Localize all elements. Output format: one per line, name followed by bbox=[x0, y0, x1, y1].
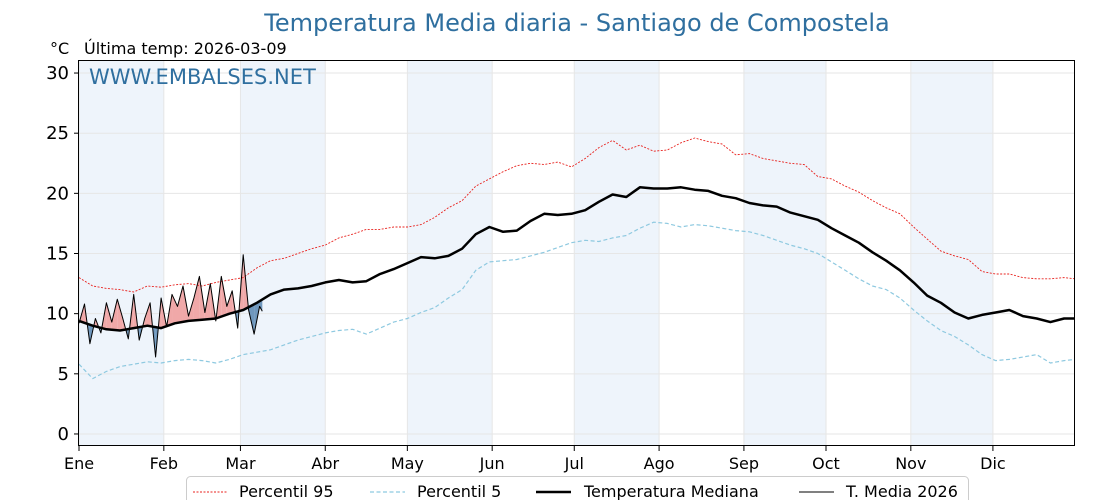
anomaly-fill-segment bbox=[259, 299, 263, 312]
x-tick-label-Nov: Nov bbox=[895, 454, 926, 473]
series-line-median bbox=[78, 186, 1075, 332]
unit-label: °C bbox=[50, 39, 69, 58]
y-axis-ticks: 0 5 10 15 20 25 30 bbox=[46, 63, 79, 445]
anomaly-fill-segment bbox=[106, 302, 112, 330]
y-tick-label: 10 bbox=[46, 304, 69, 325]
legend: Percentil 95 Percentil 5 Temperatura Med… bbox=[186, 476, 969, 500]
legend-label-median: Temperatura Mediana bbox=[583, 482, 759, 500]
x-tick-label-Dic: Dic bbox=[980, 454, 1006, 473]
grid-lines bbox=[78, 61, 1075, 446]
x-tick-label-Abr: Abr bbox=[311, 454, 339, 473]
x-tick-label-Jul: Jul bbox=[564, 454, 584, 473]
x-tick-label-Ago: Ago bbox=[644, 454, 675, 473]
anomaly-fill-segment bbox=[144, 302, 151, 327]
y-tick-label: 20 bbox=[46, 183, 69, 204]
y-tick-label: 30 bbox=[46, 63, 69, 84]
y-tick-label: 15 bbox=[46, 244, 69, 265]
series-lines bbox=[78, 137, 1076, 380]
watermark: WWW.EMBALSES.NET bbox=[89, 65, 316, 89]
chart-title: Temperatura Media diaria - Santiago de C… bbox=[263, 9, 890, 37]
legend-label-current: T. Media 2026 bbox=[845, 482, 958, 500]
x-tick-label-Sep: Sep bbox=[729, 454, 759, 473]
legend-label-p5: Percentil 5 bbox=[417, 482, 501, 500]
anomaly-fill-segment bbox=[177, 285, 183, 323]
x-axis-ticks: Ene Feb Mar Abr May Jun Jul Ago Sep Oct Nov Dic bbox=[64, 446, 1006, 473]
y-tick-label: 0 bbox=[58, 424, 69, 445]
y-tick-label: 25 bbox=[46, 123, 69, 144]
anomaly-fill-segment bbox=[193, 276, 200, 321]
series-line-2026 bbox=[78, 254, 263, 358]
last-temp-label: Última temp: 2026-03-09 bbox=[84, 39, 287, 58]
anomaly-fill-segment bbox=[117, 299, 123, 331]
anomaly-fill-segment bbox=[172, 294, 178, 325]
y-tick-label: 5 bbox=[58, 364, 69, 385]
series-line-p5 bbox=[78, 221, 1076, 380]
x-tick-label-Mar: Mar bbox=[225, 454, 256, 473]
x-tick-label-Oct: Oct bbox=[812, 454, 840, 473]
legend-label-p95: Percentil 95 bbox=[239, 482, 334, 500]
x-tick-label-Ene: Ene bbox=[64, 454, 94, 473]
x-tick-label-May: May bbox=[391, 454, 424, 473]
anomaly-fill-segment bbox=[226, 290, 233, 315]
x-tick-label-Jun: Jun bbox=[479, 454, 505, 473]
x-tick-label-Feb: Feb bbox=[150, 454, 178, 473]
legend-box bbox=[186, 476, 969, 500]
